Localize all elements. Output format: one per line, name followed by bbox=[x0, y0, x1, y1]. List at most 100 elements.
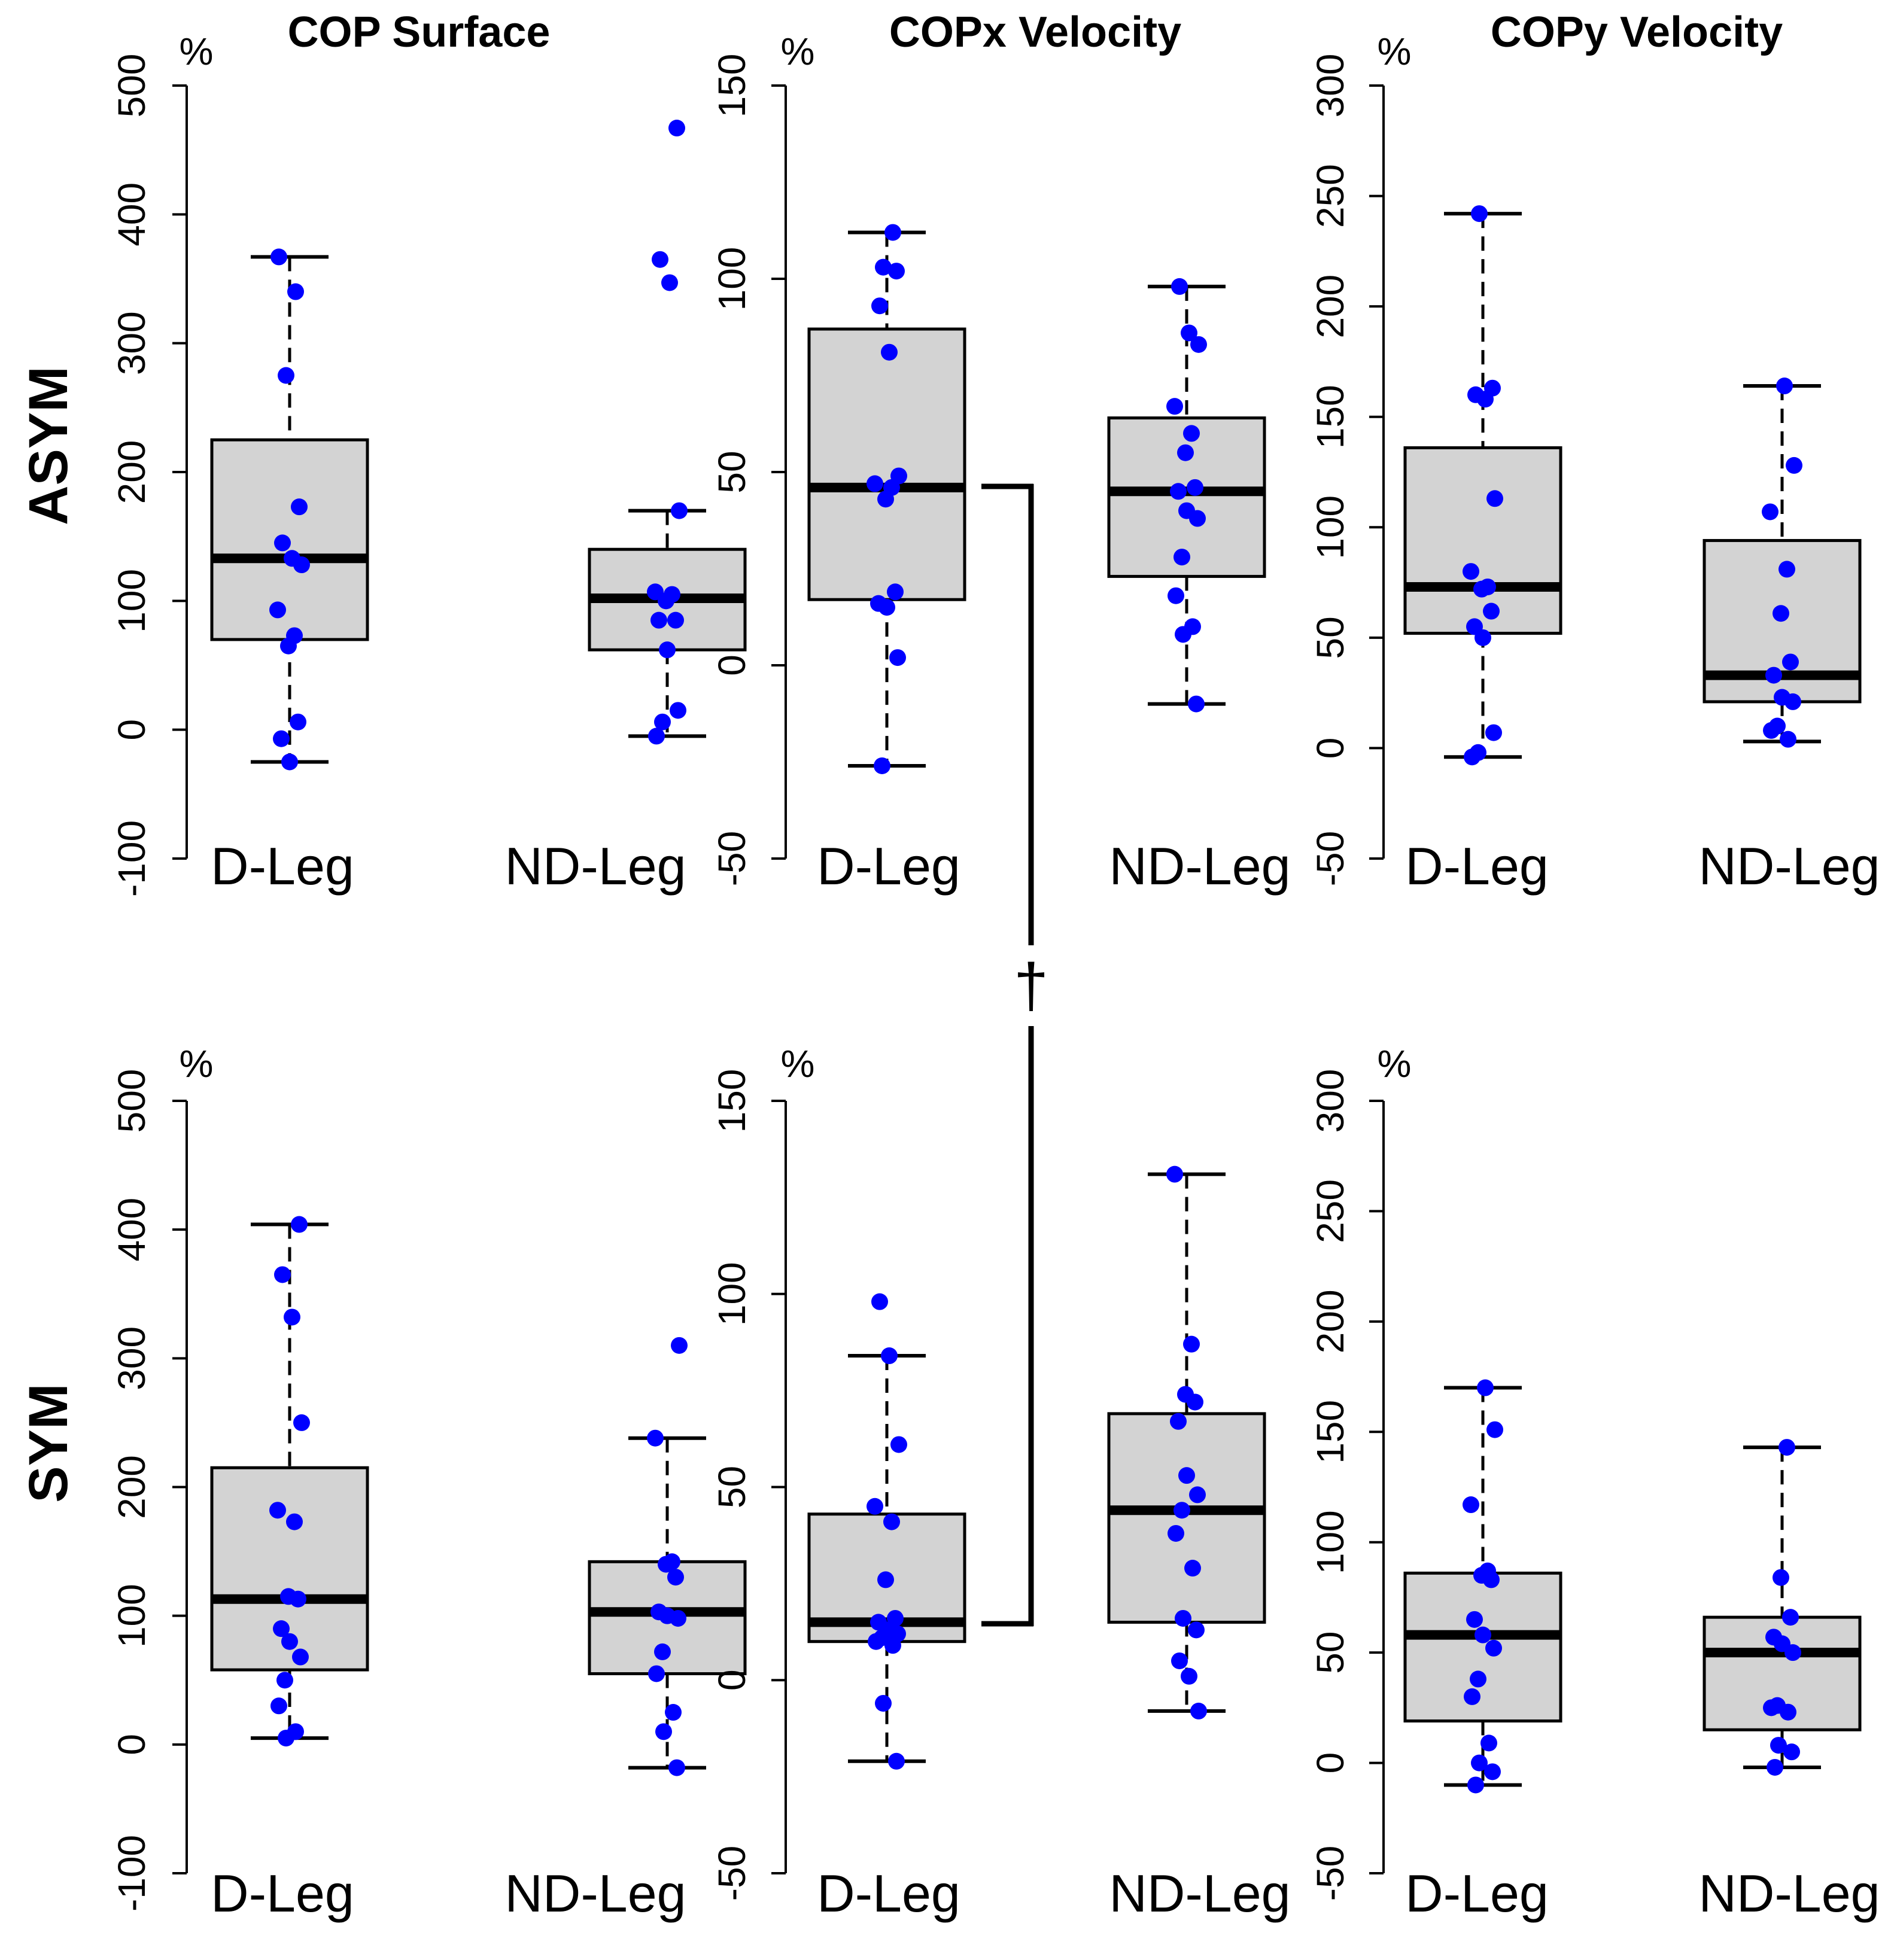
significance-dagger: † bbox=[1014, 951, 1048, 1021]
y-unit-label: % bbox=[781, 30, 815, 73]
box-d-leg bbox=[210, 1216, 369, 1747]
data-point bbox=[278, 1730, 294, 1747]
data-point bbox=[1187, 479, 1203, 496]
y-unit-label: % bbox=[180, 1042, 214, 1085]
panel-asym-3: -50 0 50 100 150 200 250 300% D-Leg ND-Leg bbox=[1309, 30, 1880, 896]
data-point bbox=[658, 1556, 674, 1573]
y-tick-label: -100 bbox=[110, 1835, 153, 1912]
data-point bbox=[1767, 1758, 1783, 1776]
data-point bbox=[1485, 724, 1502, 741]
iqr-box bbox=[1403, 446, 1562, 635]
y-tick-label: 300 bbox=[1309, 54, 1352, 118]
y-tick-label: 100 bbox=[110, 1584, 153, 1648]
category-label-nd-leg: ND-Leg bbox=[504, 1864, 686, 1923]
data-point bbox=[1464, 748, 1480, 766]
y-tick-label: 250 bbox=[1309, 164, 1352, 228]
data-point bbox=[1783, 1743, 1800, 1761]
data-point bbox=[871, 1293, 888, 1310]
data-point bbox=[1168, 587, 1184, 604]
data-point bbox=[883, 1513, 900, 1530]
data-point bbox=[1173, 1502, 1190, 1519]
data-point bbox=[867, 1498, 883, 1515]
iqr-box bbox=[807, 327, 966, 601]
category-label-nd-leg: ND-Leg bbox=[504, 836, 686, 896]
data-point bbox=[887, 1609, 904, 1627]
data-point bbox=[1183, 425, 1200, 442]
data-point bbox=[1175, 626, 1191, 643]
data-point bbox=[1483, 602, 1500, 620]
category-label-nd-leg: ND-Leg bbox=[1698, 836, 1880, 896]
data-point bbox=[1183, 1335, 1200, 1353]
data-point bbox=[293, 1414, 310, 1431]
panel-asym-2: -50 0 50 100 150% D-Leg ND-Leg bbox=[710, 30, 1291, 896]
data-point bbox=[1784, 1644, 1801, 1661]
y-tick-label: -100 bbox=[110, 820, 153, 897]
data-point bbox=[890, 1436, 907, 1453]
data-point bbox=[293, 556, 310, 574]
panel-sym-2: -50 0 50 100 150% D-Leg ND-Leg bbox=[710, 1042, 1291, 1923]
data-point bbox=[668, 120, 685, 137]
data-point bbox=[658, 592, 674, 610]
y-tick-label: 500 bbox=[110, 54, 153, 118]
data-point bbox=[292, 1648, 309, 1666]
data-point bbox=[1475, 629, 1491, 646]
data-point bbox=[1485, 1639, 1502, 1657]
data-point bbox=[875, 258, 892, 276]
y-tick-label: 0 bbox=[710, 655, 753, 676]
data-point bbox=[1190, 1702, 1207, 1719]
y-tick-label: 100 bbox=[1309, 495, 1352, 559]
data-point bbox=[1181, 1667, 1197, 1685]
data-point bbox=[291, 1216, 308, 1233]
data-point bbox=[1178, 1467, 1195, 1484]
y-tick-label: 50 bbox=[1309, 616, 1352, 659]
box-d-leg bbox=[210, 248, 369, 771]
row-label-asym: ASYM bbox=[18, 366, 79, 525]
y-tick-label: 100 bbox=[1309, 1510, 1352, 1574]
data-point bbox=[867, 475, 883, 492]
data-point bbox=[1187, 1393, 1203, 1411]
data-point bbox=[1762, 503, 1778, 521]
data-point bbox=[1776, 378, 1793, 395]
data-point bbox=[667, 611, 684, 629]
y-tick-label: 0 bbox=[110, 1734, 153, 1755]
data-point bbox=[1190, 336, 1207, 353]
data-point bbox=[1780, 731, 1796, 748]
box-nd-leg bbox=[588, 1337, 747, 1776]
data-point bbox=[874, 757, 890, 774]
data-point bbox=[1477, 1379, 1494, 1396]
data-point bbox=[280, 637, 297, 655]
data-point bbox=[889, 649, 906, 666]
y-tick-label: 200 bbox=[110, 1455, 153, 1519]
box-nd-leg bbox=[588, 120, 747, 745]
data-point bbox=[647, 1429, 664, 1447]
column-title-copx-velocity: COPx Velocity bbox=[889, 8, 1181, 56]
data-point bbox=[1778, 1439, 1795, 1456]
data-point bbox=[1477, 391, 1494, 408]
data-point bbox=[274, 534, 291, 552]
y-tick-label: 150 bbox=[710, 1069, 753, 1133]
data-point bbox=[881, 343, 898, 361]
y-tick-label: 300 bbox=[110, 1326, 153, 1390]
data-point bbox=[875, 1694, 892, 1712]
data-point bbox=[868, 1633, 884, 1650]
y-tick-label: -50 bbox=[1309, 1846, 1352, 1901]
y-tick-label: 250 bbox=[1309, 1179, 1352, 1243]
y-tick-label: -50 bbox=[710, 1846, 753, 1901]
data-point bbox=[665, 1704, 682, 1721]
data-point bbox=[281, 753, 298, 771]
data-point bbox=[1463, 1496, 1479, 1514]
box-d-leg bbox=[1403, 205, 1562, 766]
data-point bbox=[1175, 1609, 1191, 1627]
box-nd-leg bbox=[1702, 1439, 1862, 1776]
category-label-d-leg: D-Leg bbox=[211, 1864, 354, 1923]
data-point bbox=[1782, 1609, 1799, 1626]
y-tick-label: 300 bbox=[110, 311, 153, 375]
data-point bbox=[671, 502, 688, 519]
y-tick-label: 150 bbox=[710, 54, 753, 118]
data-point bbox=[1765, 666, 1782, 684]
data-point bbox=[1782, 653, 1799, 671]
data-point bbox=[1786, 456, 1802, 474]
data-point bbox=[648, 1665, 665, 1682]
row-label-sym: SYM bbox=[18, 1383, 79, 1502]
y-tick-label: -50 bbox=[1309, 831, 1352, 887]
